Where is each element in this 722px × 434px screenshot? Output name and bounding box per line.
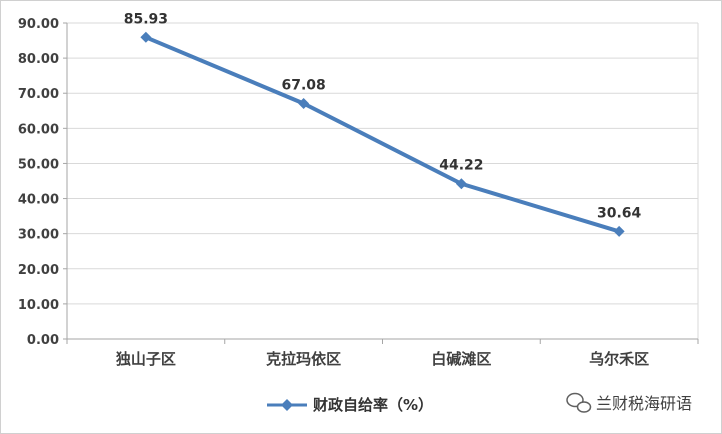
x-tick-label: 独山子区 xyxy=(116,350,176,368)
data-labels: 85.93 67.08 44.22 30.64 xyxy=(124,11,642,221)
x-tick-label: 白碱滩区 xyxy=(431,350,491,368)
y-tick-label: 40.00 xyxy=(18,193,59,208)
data-label: 85.93 xyxy=(124,11,168,27)
y-tick-label: 50.00 xyxy=(18,157,59,172)
series-line-path xyxy=(143,35,622,234)
gridlines xyxy=(67,22,699,339)
y-tick-label: 70.00 xyxy=(18,87,59,102)
data-label: 30.64 xyxy=(597,205,642,221)
data-label: 44.22 xyxy=(439,158,483,174)
data-point-marker xyxy=(455,178,467,190)
legend: 财政自给率（%） xyxy=(267,396,433,414)
y-tick-label: 30.00 xyxy=(18,228,59,243)
series-line xyxy=(143,35,622,234)
y-tick-label: 0.00 xyxy=(27,333,59,348)
data-point-marker xyxy=(298,97,310,109)
legend-label: 财政自给率（%） xyxy=(313,396,433,414)
y-tick-label: 80.00 xyxy=(18,52,59,67)
legend-diamond-marker xyxy=(281,399,293,411)
watermark-text: 兰财税海研语 xyxy=(596,394,692,413)
y-axis-tick-labels: 0.00 10.00 20.00 30.00 40.00 50.00 60.00 70.00 8… xyxy=(18,17,59,348)
data-label: 67.08 xyxy=(281,77,325,93)
x-tick-label: 克拉玛依区 xyxy=(266,350,341,368)
series-markers xyxy=(140,31,625,237)
y-tick-label: 20.00 xyxy=(18,263,59,278)
y-tick-label: 60.00 xyxy=(18,122,59,137)
x-tick-label: 乌尔禾区 xyxy=(589,350,649,368)
x-axis-tick-labels: 独山子区 克拉玛依区 白碱滩区 乌尔禾区 xyxy=(116,350,649,368)
axes xyxy=(63,22,699,344)
y-tick-label: 10.00 xyxy=(18,298,59,313)
y-tick-label: 90.00 xyxy=(18,17,59,32)
data-point-marker xyxy=(613,225,625,237)
wechat-icon xyxy=(566,392,592,413)
watermark: 兰财税海研语 xyxy=(566,392,692,413)
data-point-marker xyxy=(140,31,152,43)
